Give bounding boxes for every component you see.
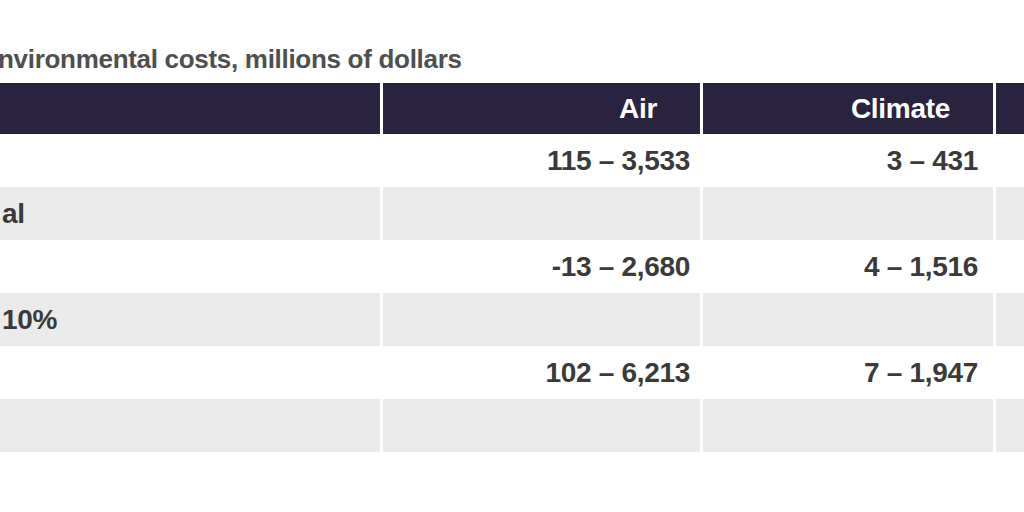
cell-extra	[993, 399, 1024, 452]
table-row: 10%	[0, 293, 1024, 346]
cell-climate	[700, 399, 993, 452]
cell-climate	[700, 293, 993, 346]
cell-air: 115 – 3,533	[380, 134, 700, 187]
cell-label	[0, 134, 380, 187]
cell-extra	[993, 134, 1024, 187]
cell-air	[380, 399, 700, 452]
cell-climate: 3 – 431	[700, 134, 993, 187]
cell-label	[0, 346, 380, 399]
cell-air: 102 – 6,213	[380, 346, 700, 399]
cell-climate: 4 – 1,516	[700, 240, 993, 293]
cell-extra	[993, 240, 1024, 293]
header-cell-label	[0, 83, 380, 134]
table-row: 102 – 6,213 7 – 1,947	[0, 346, 1024, 399]
header-cell-extra	[993, 83, 1024, 134]
cell-air	[380, 187, 700, 240]
cell-climate: 7 – 1,947	[700, 346, 993, 399]
table-row: -13 – 2,680 4 – 1,516	[0, 240, 1024, 293]
header-cell-air: Air	[380, 83, 700, 134]
cell-climate	[700, 187, 993, 240]
table-row: 115 – 3,533 3 – 431	[0, 134, 1024, 187]
header-cell-climate: Climate	[700, 83, 993, 134]
cell-air: -13 – 2,680	[380, 240, 700, 293]
cell-extra	[993, 187, 1024, 240]
table-header-row: Air Climate	[0, 83, 1024, 134]
environmental-costs-table: Air Climate 115 – 3,533 3 – 431 al -13 –…	[0, 83, 1024, 452]
table-row: al	[0, 187, 1024, 240]
table-row	[0, 399, 1024, 452]
cell-label	[0, 240, 380, 293]
cell-extra	[993, 293, 1024, 346]
cell-extra	[993, 346, 1024, 399]
cell-label: 10%	[0, 293, 380, 346]
cell-air	[380, 293, 700, 346]
cell-label	[0, 399, 380, 452]
cell-label: al	[0, 187, 380, 240]
page-title: nvironmental costs, millions of dollars	[0, 44, 462, 74]
